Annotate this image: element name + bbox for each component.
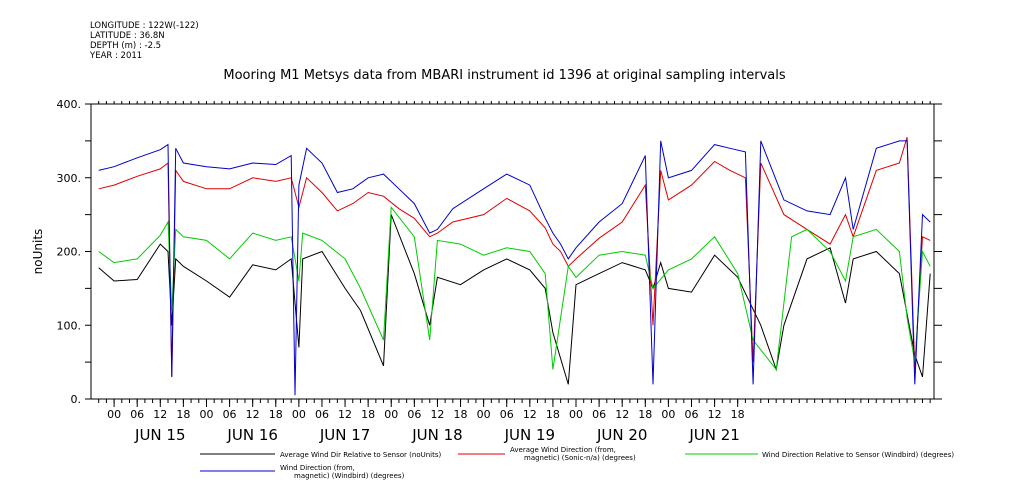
y-tick-label: 300.: [57, 172, 82, 185]
x-hour-label: 12: [708, 408, 722, 421]
x-hour-label: 06: [500, 408, 514, 421]
x-day-label: JUN 16: [226, 426, 277, 444]
x-hour-label: 18: [638, 408, 652, 421]
series-line-2: [98, 205, 931, 371]
x-hour-label: 06: [407, 408, 421, 421]
x-hour-label: 00: [477, 408, 491, 421]
x-hour-label: 18: [269, 408, 283, 421]
y-tick-label: 100.: [57, 319, 82, 332]
x-hour-label: 12: [430, 408, 444, 421]
x-day-label: JUN 15: [134, 426, 185, 444]
x-hour-label: 00: [199, 408, 213, 421]
x-hour-label: 12: [523, 408, 537, 421]
x-hour-label: 12: [246, 408, 260, 421]
x-day-label: JUN 20: [596, 426, 647, 444]
x-hour-label: 18: [454, 408, 468, 421]
y-tick-label: 200.: [57, 246, 82, 259]
legend-label-0: Average Wind Dir Relative to Sensor (noU…: [280, 451, 441, 459]
x-hour-label: 12: [153, 408, 167, 421]
x-hour-label: 00: [107, 408, 121, 421]
series-line-0: [98, 214, 931, 385]
series-line-1: [98, 137, 931, 377]
legend-label-3: Wind Direction (from, magnetic) (Windbird…: [280, 464, 405, 480]
x-hour-label: 18: [361, 408, 375, 421]
meta-latitude: LATITUDE : 36.8N: [90, 31, 165, 41]
x-hour-label: 12: [615, 408, 629, 421]
legend-label-2: Wind Direction Relative to Sensor (Windb…: [762, 451, 954, 459]
x-hour-label: 18: [546, 408, 560, 421]
x-day-label: JUN 19: [504, 426, 555, 444]
plot-frame: [90, 103, 935, 400]
x-day-label: JUN 17: [319, 426, 370, 444]
x-hour-label: 18: [176, 408, 190, 421]
x-hour-label: 06: [592, 408, 606, 421]
x-hour-label: 18: [731, 408, 745, 421]
x-day-label: JUN 18: [411, 426, 462, 444]
x-hour-label: 00: [661, 408, 675, 421]
metadata-block: LONGITUDE : 122W(-122) LATITUDE : 36.8N …: [90, 21, 199, 61]
series-line-3: [98, 140, 931, 396]
x-hour-label: 00: [292, 408, 306, 421]
x-hour-label: 00: [569, 408, 583, 421]
y-tick-label: 0.: [71, 393, 82, 406]
meta-longitude: LONGITUDE : 122W(-122): [90, 21, 199, 31]
meta-depth: DEPTH (m) : -2.5: [90, 41, 162, 51]
meta-year: YEAR : 2011: [90, 51, 143, 61]
legend-label-1: Average Wind Direction (from, magnetic) (…: [510, 446, 636, 462]
x-hour-label: 06: [684, 408, 698, 421]
x-hour-label: 06: [223, 408, 237, 421]
x-day-label: JUN 21: [688, 426, 739, 444]
chart-title: Mooring M1 Metsys data from MBARI instru…: [223, 68, 786, 83]
x-hour-label: 00: [384, 408, 398, 421]
y-tick-label: 400.: [57, 98, 82, 111]
x-hour-label: 12: [338, 408, 352, 421]
x-hour-label: 06: [315, 408, 329, 421]
y-axis-label: noUnits: [31, 229, 45, 275]
x-hour-label: 06: [130, 408, 144, 421]
